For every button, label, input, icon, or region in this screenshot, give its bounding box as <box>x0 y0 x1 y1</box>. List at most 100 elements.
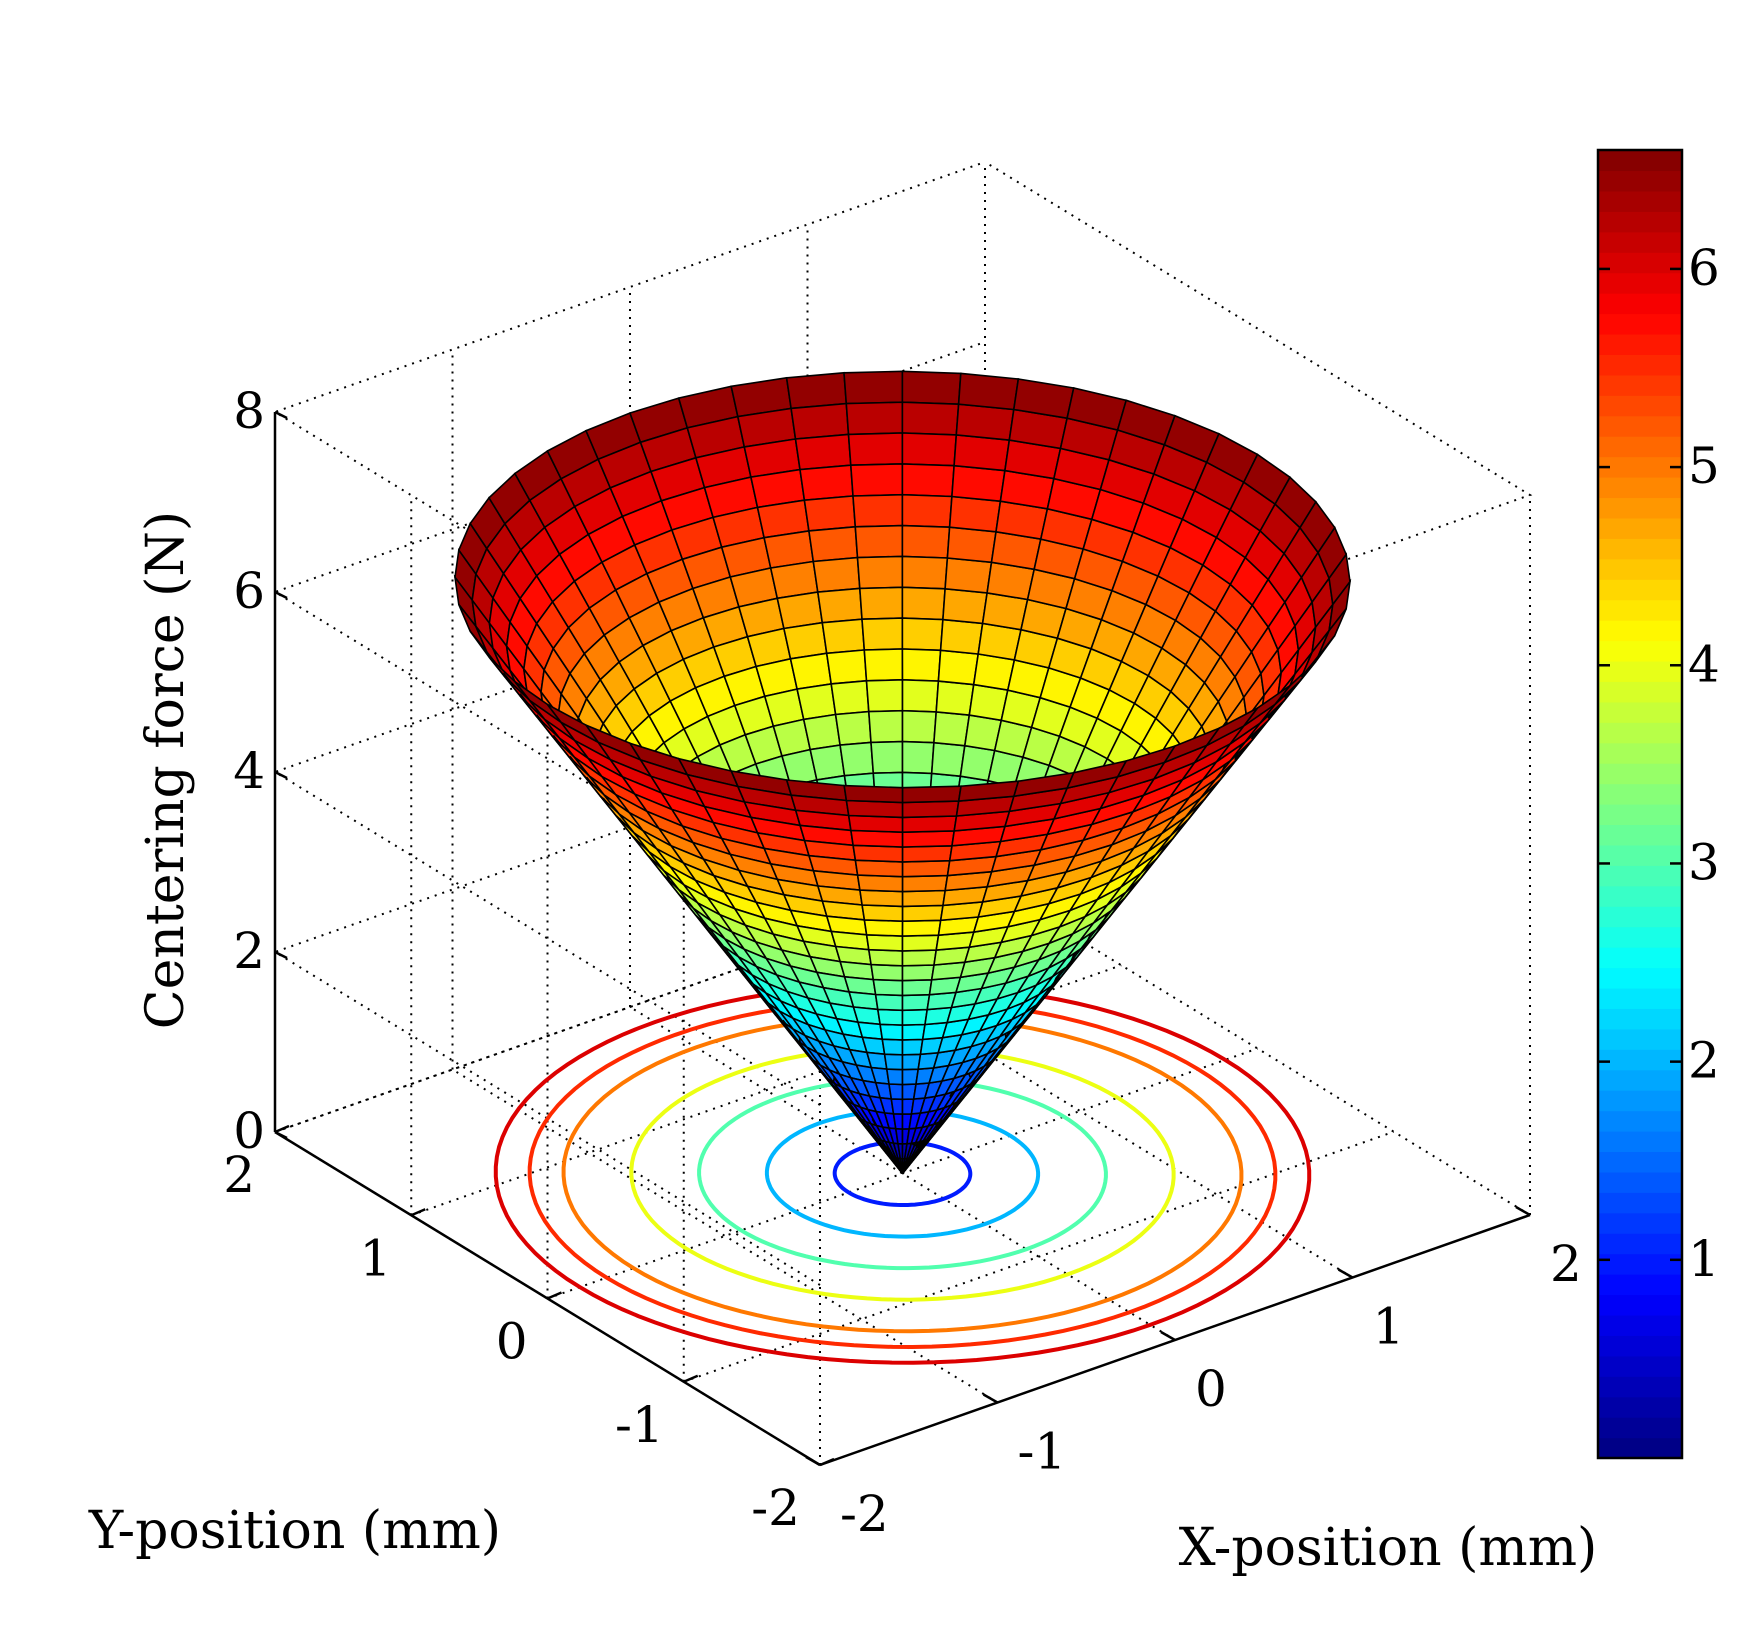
surface-patch <box>876 1008 904 1026</box>
grid-line <box>274 881 986 1133</box>
colorbar-segment <box>1598 1314 1682 1336</box>
surface-patch <box>901 463 955 498</box>
surface-patch <box>901 709 938 744</box>
surface-patch <box>789 652 833 691</box>
surface-patch <box>901 815 958 834</box>
colorbar-segment <box>1598 1233 1682 1255</box>
surface-patch <box>901 401 960 436</box>
surface-patch <box>944 557 993 594</box>
surface-patch <box>863 648 904 682</box>
surface-patch <box>953 434 1011 472</box>
y-tick-label: -2 <box>751 1479 800 1537</box>
y-tick-label: 2 <box>223 1146 255 1204</box>
surface-patch <box>942 587 989 625</box>
surface-patch <box>874 993 904 1012</box>
z-tick-label: 6 <box>233 562 265 620</box>
colorbar-tick-label: 5 <box>1688 437 1720 495</box>
grid-line <box>819 161 1533 746</box>
colorbar-segment <box>1598 293 1682 315</box>
colorbar-frame <box>1596 148 1684 1460</box>
colorbar-segment <box>1598 252 1682 274</box>
surface-patch <box>901 934 940 952</box>
colorbar-segment <box>1598 1355 1682 1377</box>
surface-layer <box>453 370 1352 1175</box>
surface-patch <box>901 493 953 529</box>
z-tick-mark <box>274 950 288 960</box>
surface-patch <box>901 1008 929 1026</box>
colorbar-segment <box>1598 987 1682 1009</box>
colorbar-segment <box>1598 1110 1682 1132</box>
surface-patch <box>939 618 984 655</box>
z-tick-mark <box>274 1130 288 1140</box>
colorbar-segment <box>1598 190 1682 212</box>
surface-patch <box>872 978 904 997</box>
colorbar-segment <box>1598 456 1682 478</box>
surface-patch <box>946 526 997 564</box>
surface-patch <box>782 621 828 660</box>
colorbar-tick-label: 3 <box>1688 833 1720 891</box>
surface-patch <box>867 948 904 967</box>
colorbar-segment <box>1598 947 1682 969</box>
colorbar-segment <box>1598 722 1682 744</box>
surface-patch <box>901 648 942 682</box>
surface-patch <box>883 1053 904 1071</box>
colorbar-segment <box>1598 1437 1682 1459</box>
colorbar-segment <box>1598 1417 1682 1439</box>
colorbar-segment <box>1598 885 1682 907</box>
surface-patch <box>933 711 971 747</box>
surface-patch <box>901 740 935 775</box>
surface-patch <box>930 741 966 778</box>
surface-patch <box>901 555 949 590</box>
colorbar-segment <box>1598 395 1682 417</box>
surface-patch <box>885 1068 904 1086</box>
surface-patch <box>951 464 1006 503</box>
y-axis-label: Y-position (mm) <box>88 1501 501 1561</box>
colorbar-segment <box>1598 1192 1682 1214</box>
colorbar-segment <box>1598 1335 1682 1357</box>
z-tick-label: 0 <box>233 1102 265 1160</box>
surface-patch <box>901 524 951 559</box>
colorbar-segment <box>1598 436 1682 458</box>
surface-patch <box>858 889 904 908</box>
surface-patch <box>955 403 1015 441</box>
surface-patch <box>854 859 904 878</box>
surface-patch <box>807 525 859 563</box>
y-tick-mark <box>819 1457 835 1467</box>
surface-patch <box>901 370 962 406</box>
x-tick-mark <box>1160 1330 1176 1342</box>
colorbar-segment <box>1598 231 1682 253</box>
surface-patch <box>799 464 854 502</box>
surface-patch <box>830 679 870 716</box>
colorbar-segment <box>1598 599 1682 621</box>
surface-patch <box>870 963 904 982</box>
x-tick-mark <box>982 1393 999 1404</box>
label-layer: Centering force (N) Y-position (mm) X-po… <box>88 511 1597 1578</box>
colorbar: 1 2 3 4 5 6 <box>1596 148 1720 1460</box>
surface-patch <box>888 1083 904 1101</box>
colorbar-segment <box>1598 1212 1682 1234</box>
colorbar-segment <box>1598 1274 1682 1296</box>
surface-patch <box>816 587 863 624</box>
colorbar-segment <box>1598 538 1682 560</box>
colorbar-segment <box>1598 620 1682 642</box>
surface-patch <box>858 586 904 621</box>
surface-patch <box>901 889 947 908</box>
y-tick-mark <box>274 1124 290 1134</box>
x-tick-mark <box>805 1455 821 1467</box>
colorbar-segment <box>1598 313 1682 335</box>
surface-patch <box>901 964 935 982</box>
grid-line <box>410 964 1122 1217</box>
colorbar-segment <box>1598 844 1682 866</box>
surface-patch <box>796 682 837 721</box>
surface-patch <box>785 371 848 410</box>
z-tick-label: 8 <box>233 382 265 440</box>
z-tick-mark <box>274 410 288 420</box>
z-tick-mark <box>274 590 288 600</box>
colorbar-segment <box>1598 967 1682 989</box>
surface-patch <box>892 1112 904 1130</box>
surface-patch <box>937 649 980 686</box>
colorbar-segment <box>1598 865 1682 887</box>
surface-patch <box>839 741 875 777</box>
surface-patch <box>845 401 904 436</box>
